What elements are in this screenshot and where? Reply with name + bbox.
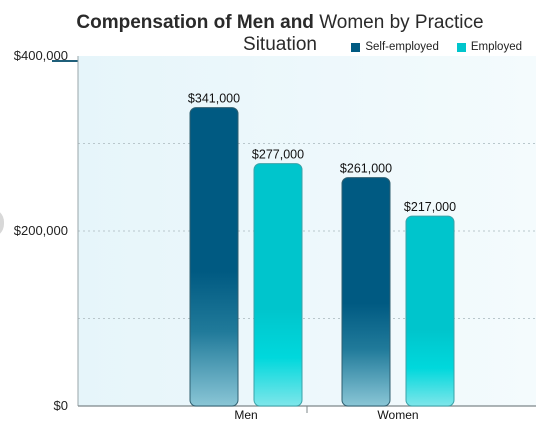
plot-background — [78, 56, 536, 406]
chart-title-regular: Women by Practice Situation — [243, 12, 484, 55]
x-tick-label: Women — [377, 408, 418, 422]
legend-label-employed: Employed — [470, 41, 522, 53]
bar-employed-women — [405, 215, 455, 407]
data-label: $341,000 — [188, 92, 240, 106]
edge-decoration — [0, 208, 4, 238]
legend-label-self-employed: Self-employed — [365, 41, 439, 53]
chart-title: Compensation of Men and Women by Practic… — [52, 12, 508, 62]
data-label: $277,000 — [252, 148, 304, 162]
x-tick-label: Men — [234, 408, 257, 422]
legend-item-employed: Employed — [456, 41, 522, 53]
bar-employed-men — [253, 163, 303, 407]
data-label: $217,000 — [404, 200, 456, 214]
data-label: $261,000 — [340, 162, 392, 176]
legend-swatch-employed — [456, 42, 466, 52]
chart-title-bold: Compensation of Men and — [76, 12, 314, 33]
y-tick-label: $200,000 — [14, 223, 68, 238]
legend-item-self-employed: Self-employed — [351, 41, 439, 53]
y-tick-label: $0 — [54, 398, 68, 413]
legend: Self-employed Employed — [351, 41, 522, 53]
legend-swatch-self-employed — [351, 42, 361, 52]
bar-self-employed-women — [341, 177, 391, 407]
bar-self-employed-men — [189, 107, 239, 407]
